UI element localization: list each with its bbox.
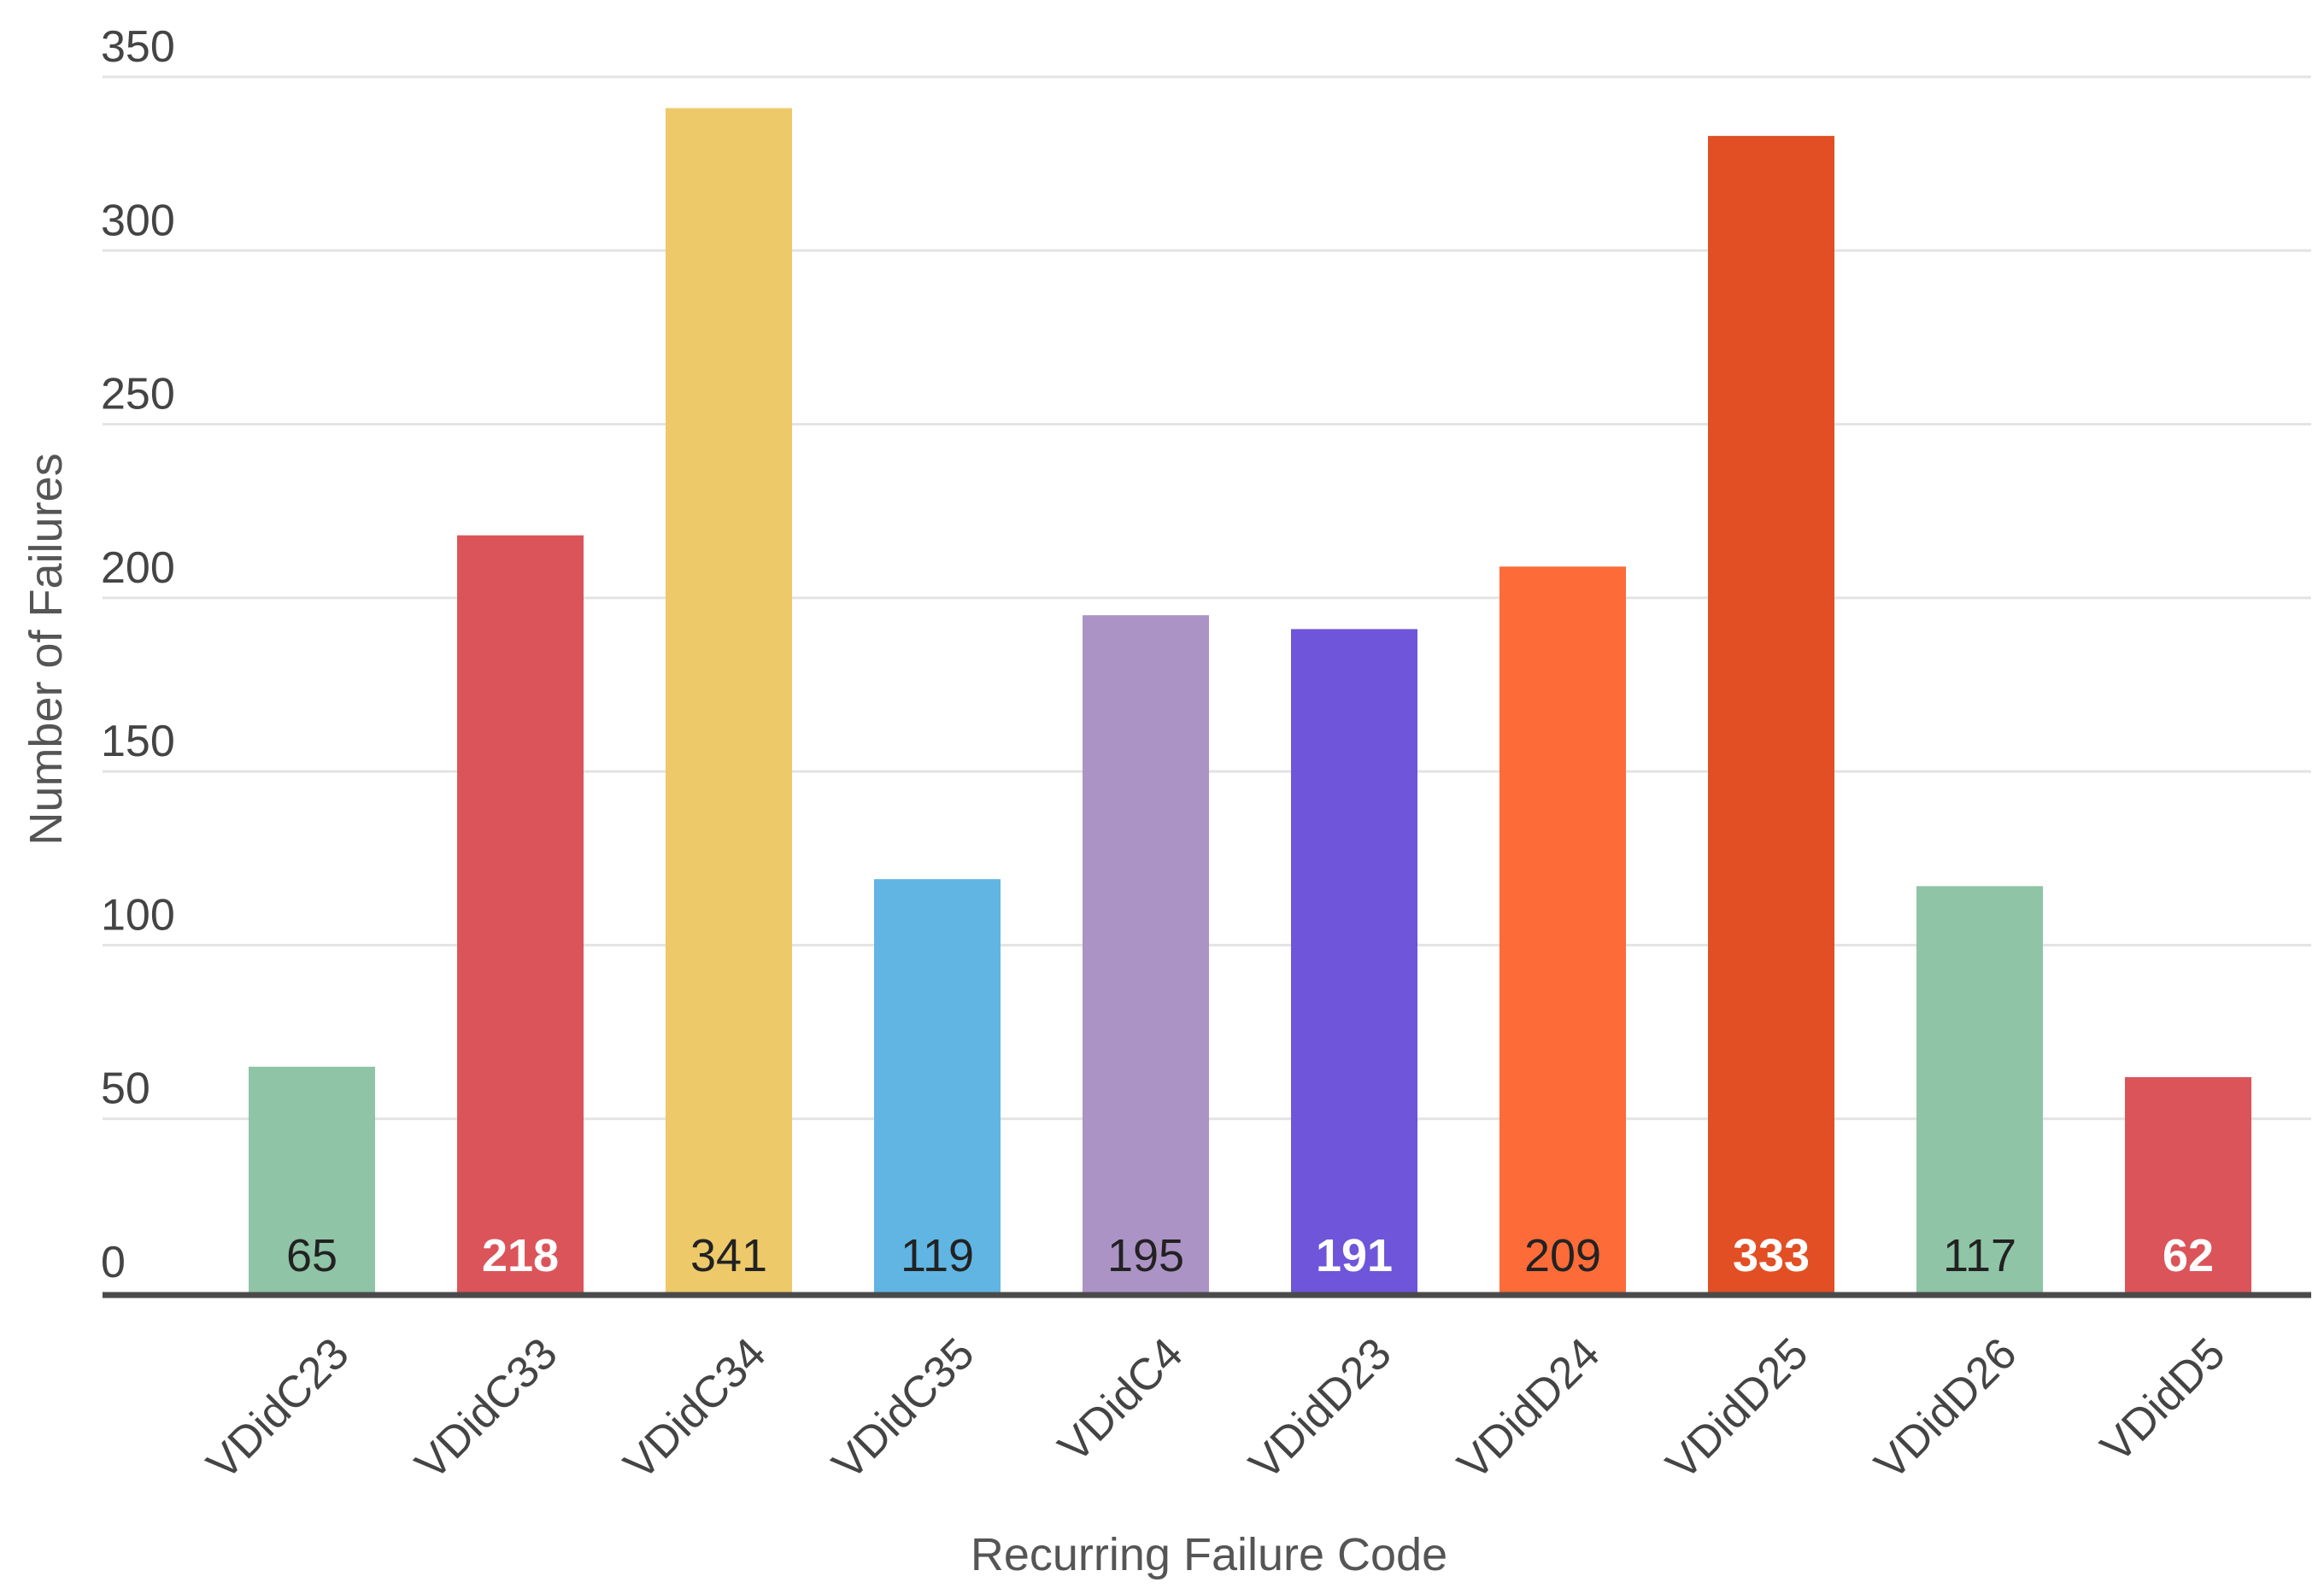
bar-vdidd24 — [1499, 566, 1626, 1292]
y-tick-label: 350 — [101, 22, 175, 72]
data-label-vdidd25: 333 — [1733, 1230, 1810, 1281]
bar-vdidc34 — [666, 108, 792, 1292]
y-axis-title: Number of Failures — [21, 453, 72, 845]
data-label-vdidd23: 191 — [1316, 1230, 1393, 1281]
y-tick-label: 150 — [101, 717, 175, 766]
y-tick-label: 100 — [101, 890, 175, 940]
bar-vdidc35 — [874, 879, 1001, 1292]
y-tick-label: 250 — [101, 370, 175, 419]
bar-vdidc33 — [457, 535, 584, 1292]
data-label-vdidc35: 119 — [901, 1230, 974, 1281]
bar-vdidd23 — [1291, 629, 1417, 1292]
x-tick-label-vdidd26: VDidD26 — [1865, 1328, 2026, 1489]
y-tick-label: 0 — [101, 1238, 126, 1287]
x-tick-label-vdidd25: VDidD25 — [1657, 1328, 1817, 1489]
data-labels: 65 218 341 119 195 191 209 333 117 62 — [286, 1230, 2214, 1281]
x-tick-label-vdidc4: VDidC4 — [1049, 1328, 1193, 1472]
x-tick-label-vdidc34: VDidC34 — [614, 1328, 775, 1489]
bars — [249, 108, 2251, 1292]
y-tick-label: 50 — [101, 1064, 150, 1114]
x-tick-label-vdidc33: VDidC33 — [406, 1328, 566, 1489]
bar-vdidc4 — [1083, 615, 1209, 1292]
bar-vdidc23 — [249, 1066, 375, 1292]
y-tick-label: 200 — [101, 543, 175, 593]
data-label-vdidc34: 341 — [690, 1230, 767, 1281]
data-label-vdidc33: 218 — [482, 1230, 559, 1281]
data-label-vdidd5: 62 — [2163, 1230, 2214, 1281]
x-axis-title: Recurring Failure Code — [971, 1529, 1447, 1580]
x-tick-label-vdidc23: VDidC23 — [197, 1328, 358, 1489]
x-tick-label-vdidc35: VDidC35 — [823, 1328, 983, 1489]
bar-vdidd25 — [1708, 136, 1834, 1292]
data-label-vdidd24: 209 — [1524, 1230, 1601, 1281]
y-tick-label: 300 — [101, 196, 175, 245]
x-tick-label-vdidd5: VDidD5 — [2092, 1328, 2235, 1472]
bar-vdidd5 — [2125, 1076, 2251, 1292]
x-axis-ticks: VDidC23 VDidC33 VDidC34 VDidC35 VDidC4 VDidD2… — [197, 1328, 2234, 1489]
bar-vdidd26 — [1916, 886, 2043, 1292]
data-label-vdidc23: 65 — [286, 1230, 337, 1281]
data-label-vdidd26: 117 — [1943, 1230, 2016, 1281]
x-tick-label-vdidd23: VDidD23 — [1240, 1328, 1400, 1489]
y-axis-ticks: 0 50 100 150 200 250 300 350 — [101, 22, 175, 1287]
x-tick-label-vdidd24: VDidD24 — [1448, 1328, 1609, 1489]
data-label-vdidc4: 195 — [1107, 1230, 1184, 1281]
